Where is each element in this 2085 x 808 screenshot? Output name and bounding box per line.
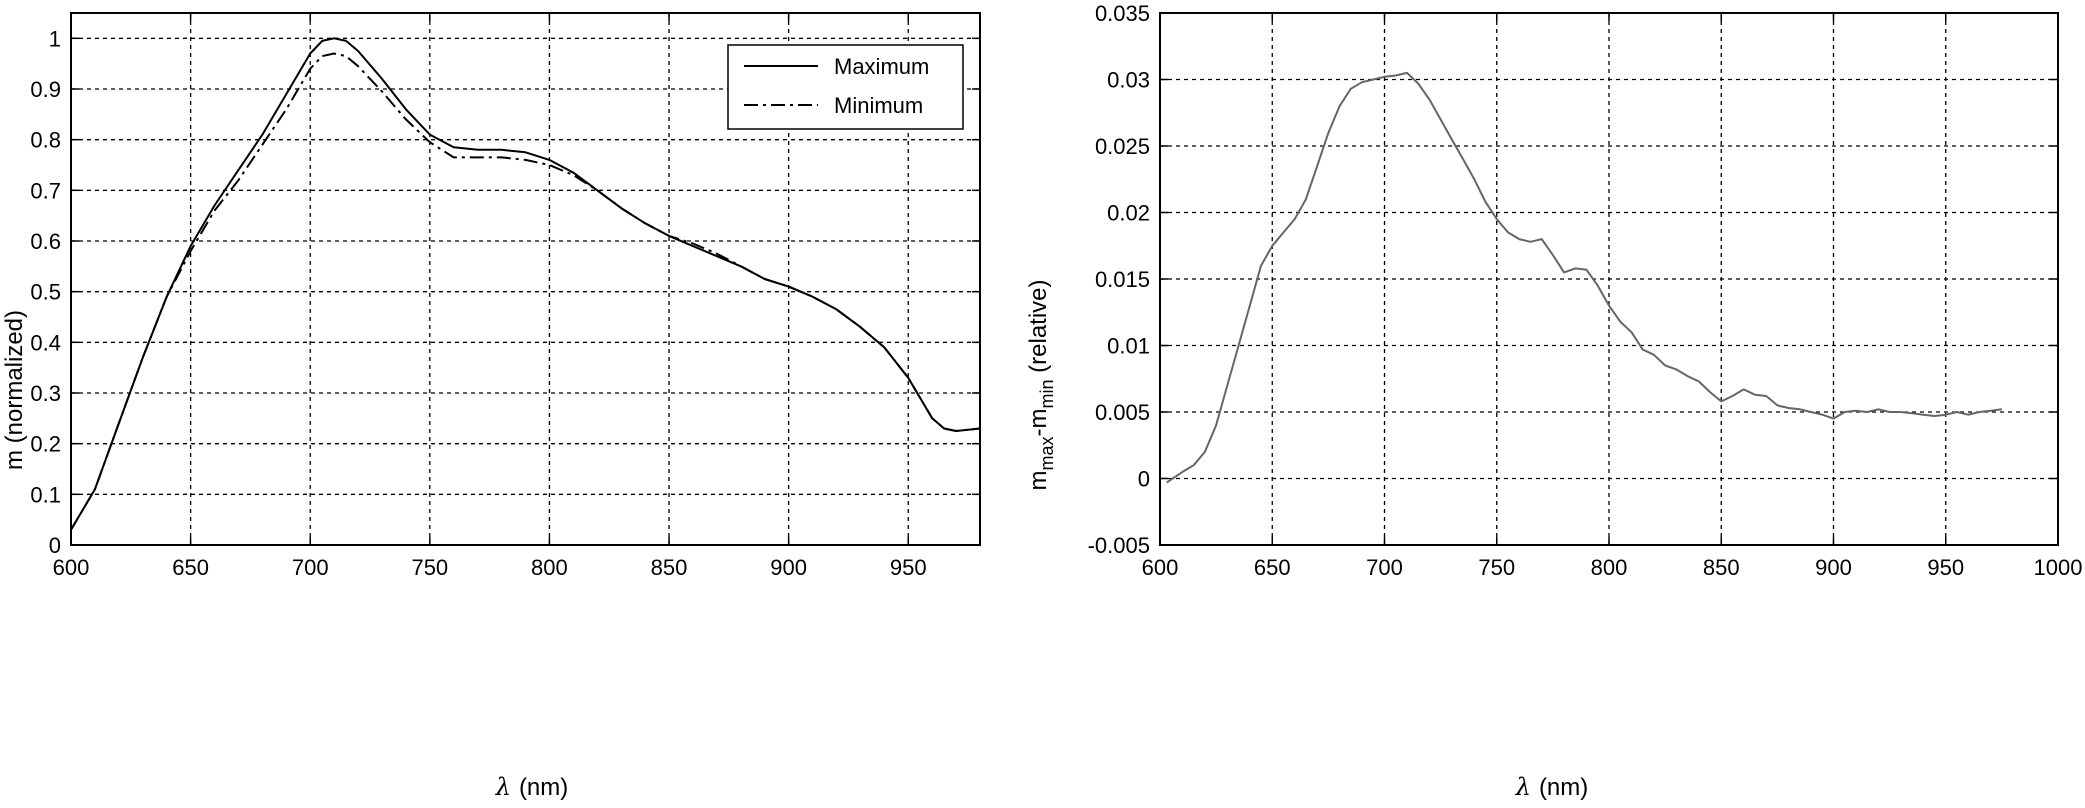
left-chart-y-tick-label: 0.3 (30, 381, 61, 406)
left-chart-y-tick-label: 0.8 (30, 128, 61, 153)
left-chart-y-tick-label: 0.4 (30, 330, 61, 355)
left-chart-x-tick-label: 600 (53, 555, 90, 580)
left-chart-y-tick-label: 0.7 (30, 178, 61, 203)
left-chart-y-tick-labels: 0 0.1 0.2 0.3 0.4 0.5 0.6 0.7 0.8 0.9 1 (30, 26, 61, 558)
right-chart-x-tick-label: 600 (1142, 555, 1179, 580)
left-chart-y-tick-label: 0.5 (30, 280, 61, 305)
left-chart-x-tick-label: 750 (411, 555, 448, 580)
right-chart-x-tick-label: 1000 (2034, 555, 2083, 580)
right-chart-y-tick-label: 0.01 (1107, 334, 1150, 359)
left-chart-x-tick-label: 800 (531, 555, 568, 580)
right-chart-x-axis-symbol: λ (1515, 773, 1531, 801)
left-chart-series (70, 37, 981, 531)
left-chart-x-axis-unit: (nm) (519, 774, 568, 801)
right-chart-y-tick-label: 0.015 (1095, 267, 1150, 292)
right-chart-x-tick-label: 650 (1254, 555, 1291, 580)
legend-label-minimum: Minimum (834, 93, 923, 118)
left-chart-x-tick-label: 650 (172, 555, 209, 580)
y-label-sub-max: max (1037, 437, 1057, 471)
y-label-sub-min: min (1037, 380, 1057, 409)
left-chart-x-tick-label: 950 (890, 555, 927, 580)
legend-label-maximum: Maximum (834, 54, 929, 79)
right-chart-series (1166, 71, 2003, 484)
left-chart-y-tick-label: 1 (49, 26, 61, 51)
right-chart-x-tick-label: 800 (1591, 555, 1628, 580)
right-chart-x-tick-label: 900 (1815, 555, 1852, 580)
right-chart-x-tick-label: 950 (1927, 555, 1964, 580)
left-chart: 600 650 700 750 800 850 900 950 0 0.1 0.2 0.3 0.4 0.… (1, 12, 981, 801)
legend-box (727, 44, 964, 130)
right-chart-y-tick-labels: -0.005 0 0.005 0.01 0.015 0.02 0.025 0.03 0.035 (1088, 1, 1150, 558)
right-chart-grid (1160, 13, 2058, 545)
right-chart-x-axis-unit: (nm) (1539, 774, 1588, 801)
right-chart-tick-marks (1159, 12, 2059, 546)
y-label-m: m (1025, 471, 1052, 491)
left-chart-x-tick-label: 850 (651, 555, 688, 580)
left-chart-y-tick-label: 0.6 (30, 229, 61, 254)
right-chart-y-tick-label: 0.005 (1095, 400, 1150, 425)
right-chart-y-tick-label: 0 (1138, 467, 1150, 492)
y-label-minus-m: -m (1025, 409, 1052, 437)
right-chart-y-tick-label: 0.02 (1107, 201, 1150, 226)
left-chart-y-axis-label: m (normalized) (1, 310, 28, 470)
left-chart-y-tick-label: 0 (49, 533, 61, 558)
left-chart-tick-marks (70, 13, 980, 546)
left-chart-y-tick-label: 0.9 (30, 77, 61, 102)
right-chart-x-tick-label: 750 (1478, 555, 1515, 580)
right-chart: 600 650 700 750 800 850 900 950 1000 -0.005 0 0.00… (1025, 1, 2082, 801)
right-chart-x-axis-label: λ (nm) (1515, 773, 1589, 801)
right-chart-x-tick-label: 850 (1703, 555, 1740, 580)
right-chart-x-tick-labels: 600 650 700 750 800 850 900 950 1000 (1142, 555, 2083, 580)
right-chart-series-line-0 (1166, 71, 2003, 484)
left-chart-y-tick-label: 0.1 (30, 482, 61, 507)
left-chart-plot-frame (70, 12, 981, 546)
y-label-relative: (relative) (1025, 279, 1052, 379)
right-chart-y-axis-label: mmax-mmin (relative) (1025, 279, 1057, 490)
left-chart-x-tick-labels: 600 650 700 750 800 850 900 950 (53, 555, 927, 580)
left-chart-series-line-minimum (70, 52, 981, 531)
left-chart-y-tick-label: 0.2 (30, 432, 61, 457)
left-chart-x-tick-label: 900 (770, 555, 807, 580)
right-chart-x-tick-label: 700 (1366, 555, 1403, 580)
left-chart-x-tick-label: 700 (292, 555, 329, 580)
right-chart-y-tick-label: 0.035 (1095, 1, 1150, 26)
left-chart-legend: Maximum Minimum (727, 44, 964, 130)
right-chart-y-tick-label: 0.025 (1095, 134, 1150, 159)
left-chart-x-axis-label: λ (nm) (495, 773, 569, 801)
left-chart-x-axis-symbol: λ (495, 773, 511, 801)
right-chart-y-tick-label: -0.005 (1088, 533, 1150, 558)
right-chart-y-tick-label: 0.03 (1107, 68, 1150, 93)
